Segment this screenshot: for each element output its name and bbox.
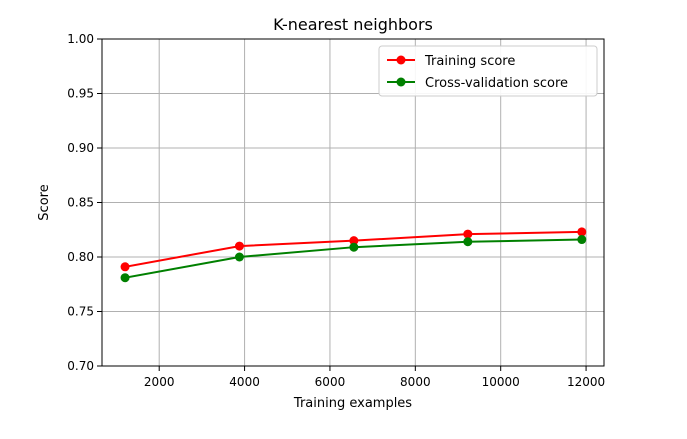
y-tick-label: 0.85 [67, 196, 94, 210]
y-tick-label: 0.75 [67, 305, 94, 319]
x-tick-label: 10000 [482, 375, 520, 389]
data-point-series-0 [577, 227, 587, 237]
data-point-series-0 [234, 241, 244, 251]
x-tick-label: 6000 [315, 375, 346, 389]
y-tick-label: 0.95 [67, 87, 94, 101]
data-point-series-1 [349, 242, 359, 252]
data-point-series-0 [120, 262, 130, 272]
x-tick-label: 2000 [144, 375, 175, 389]
legend-marker-0 [396, 55, 406, 65]
data-point-series-0 [463, 229, 473, 239]
y-tick-label: 0.90 [67, 141, 94, 155]
x-axis-label: Training examples [293, 396, 412, 411]
y-tick-label: 0.70 [67, 359, 94, 373]
data-point-series-0 [349, 236, 359, 246]
data-point-series-1 [234, 252, 244, 262]
data-point-series-1 [120, 273, 130, 283]
grid [102, 38, 604, 367]
legend-label-1: Cross-validation score [425, 76, 568, 91]
y-tick-label: 1.00 [67, 32, 94, 46]
x-tick-label: 8000 [400, 375, 431, 389]
legend-label-0: Training score [424, 54, 515, 69]
data-point-series-1 [577, 235, 587, 245]
series-layer [120, 227, 587, 283]
legend-marker-1 [396, 77, 406, 87]
y-axis-label: Score [37, 184, 52, 220]
axis-ticks: 2000 4000 6000 8000 10000 12000 0.70 0.75 0.80 0.… [67, 32, 605, 389]
legend: Training score Cross-validation score [378, 45, 598, 97]
data-point-series-1 [463, 237, 473, 247]
chart-title: K-nearest neighbors [273, 15, 433, 34]
x-tick-label: 4000 [229, 375, 260, 389]
x-tick-label: 12000 [567, 375, 605, 389]
legend-box [378, 45, 598, 97]
y-tick-label: 0.80 [67, 250, 94, 264]
